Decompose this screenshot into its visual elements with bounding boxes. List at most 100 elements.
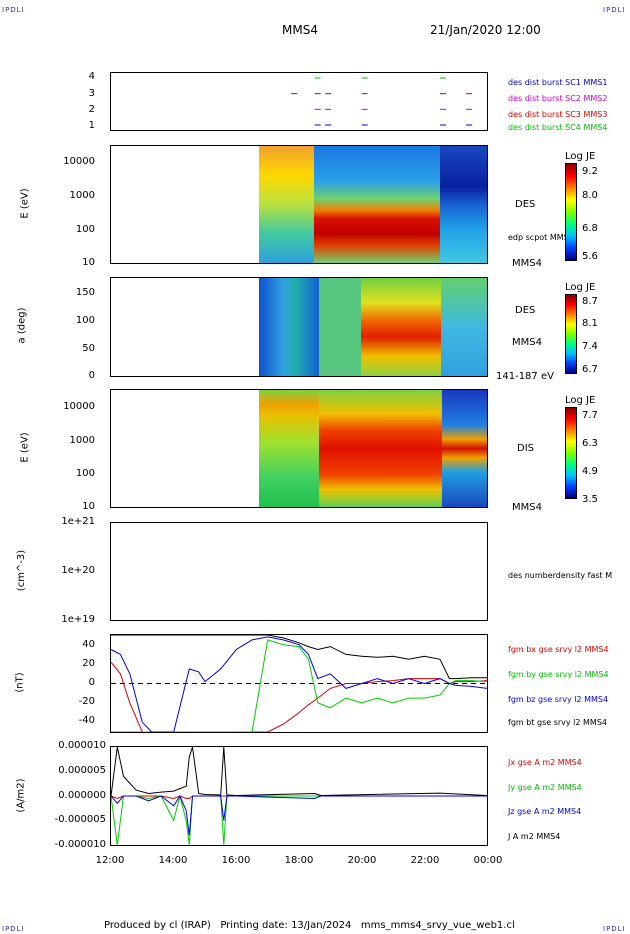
dis-energy-colorbar-tick: 3.5 bbox=[582, 494, 598, 505]
current-panel bbox=[110, 746, 488, 846]
burst-legend-mms4: des dist burst SC4 MMS4 bbox=[508, 123, 608, 132]
current-ytick: 0.000010 bbox=[58, 740, 106, 751]
des-pitch-ytick: 0 bbox=[88, 370, 95, 381]
des-energy-colorbar-tick: 6.8 bbox=[582, 223, 598, 234]
dis-energy-block bbox=[442, 390, 487, 507]
spacecraft-title: MMS4 bbox=[282, 23, 318, 37]
footer-credit: Produced by cl (IRAP) Printing date: 13/… bbox=[104, 920, 515, 931]
x-tick: 18:00 bbox=[284, 855, 314, 866]
des-pitch-colorbar bbox=[565, 294, 577, 374]
corner-label-bottom-left: IPDLI bbox=[2, 925, 25, 933]
density-plot bbox=[111, 523, 487, 620]
des-pitch-block bbox=[361, 278, 441, 376]
des-pitch-ytick: 100 bbox=[75, 315, 95, 326]
des-energy-panel bbox=[110, 145, 488, 264]
des-pitch-ylabel: a (deg) bbox=[16, 307, 28, 344]
current-ytick: -0.000010 bbox=[54, 839, 106, 850]
dis-energy-species: DIS bbox=[517, 443, 534, 454]
des-energy-block bbox=[314, 146, 440, 263]
des-energy-species: DES bbox=[515, 199, 536, 210]
burst-legend-mms3: des dist burst SC3 MMS3 bbox=[508, 110, 608, 119]
current-plot bbox=[111, 747, 487, 845]
des-energy-spectrogram bbox=[259, 146, 487, 263]
des-pitch-species: DES bbox=[515, 305, 536, 316]
des-pitch-ytick: 150 bbox=[75, 287, 95, 298]
des-pitch-colorbar-tick: 8.7 bbox=[582, 296, 598, 307]
dis-energy-spectrogram bbox=[259, 390, 487, 507]
burst-ytick: 2 bbox=[88, 104, 95, 115]
des-energy-block bbox=[259, 146, 314, 263]
des-pitch-sc-label: MMS4 bbox=[512, 337, 542, 348]
corner-label-top-left: IPDLI bbox=[2, 6, 25, 14]
magnetic-ytick: 0 bbox=[88, 677, 95, 688]
des-energy-colorbar-tick: 9.2 bbox=[582, 166, 598, 177]
magnetic-ytick: -40 bbox=[78, 715, 95, 726]
series-line bbox=[111, 794, 487, 836]
series-line bbox=[111, 795, 487, 845]
dis-energy-block bbox=[319, 390, 442, 507]
density-panel bbox=[110, 522, 488, 621]
des-pitch-colorbar-tick: 6.7 bbox=[582, 364, 598, 375]
density-ytick: 1e+19 bbox=[61, 614, 95, 625]
series-line bbox=[111, 635, 487, 680]
des-energy-ytick: 10000 bbox=[63, 156, 95, 167]
dis-energy-colorbar-tick: 4.9 bbox=[582, 466, 598, 477]
density-legend: des numberdensity fast M bbox=[508, 571, 613, 580]
current-ytick: -0.000005 bbox=[54, 814, 106, 825]
current-legend-jy: Jy gse A m2 MMS4 bbox=[508, 783, 582, 792]
magnetic-legend-by: fgm by gse srvy l2 MMS4 bbox=[508, 670, 609, 679]
des-pitch-colorbar-tick: 8.1 bbox=[582, 318, 598, 329]
density-ylabel: (cm^-3) bbox=[16, 549, 28, 592]
datetime-title: 21/Jan/2020 12:00 bbox=[430, 23, 541, 37]
burst-panel bbox=[110, 72, 488, 131]
des-energy-ytick: 10 bbox=[82, 257, 95, 268]
des-pitch-block bbox=[441, 278, 487, 376]
dis-energy-colorbar-title: Log JE bbox=[565, 395, 596, 406]
des-energy-ylabel: E (eV) bbox=[19, 188, 31, 219]
dis-energy-sc-label: MMS4 bbox=[512, 502, 542, 513]
current-legend-j: J A m2 MMS4 bbox=[508, 832, 561, 841]
corner-label-top-right: IPDLI bbox=[603, 6, 626, 14]
x-tick: 20:00 bbox=[347, 855, 377, 866]
magnetic-legend-bx: fgm bx gse srvy l2 MMS4 bbox=[508, 645, 609, 654]
burst-legend-mms2: des dist burst SC2 MMS2 bbox=[508, 94, 608, 103]
x-tick: 16:00 bbox=[221, 855, 251, 866]
series-line bbox=[111, 639, 487, 732]
dis-energy-ytick: 10000 bbox=[63, 401, 95, 412]
dis-energy-block bbox=[259, 390, 319, 507]
magnetic-ytick: -20 bbox=[78, 696, 95, 707]
dis-energy-panel bbox=[110, 389, 488, 508]
magnetic-panel bbox=[110, 634, 488, 733]
burst-ytick: 4 bbox=[88, 71, 95, 82]
dis-energy-ytick: 10 bbox=[82, 501, 95, 512]
current-legend-jz: Jz gse A m2 MMS4 bbox=[508, 807, 582, 816]
des-pitch-colorbar-title: Log JE bbox=[565, 282, 596, 293]
dis-energy-ylabel: E (eV) bbox=[19, 432, 31, 463]
current-ylabel: (A/m2) bbox=[15, 778, 27, 813]
x-tick: 00:00 bbox=[473, 855, 503, 866]
burst-plot bbox=[291, 77, 473, 126]
magnetic-ytick: 40 bbox=[82, 639, 95, 650]
des-pitch-range-label: 141-187 eV bbox=[496, 371, 554, 382]
current-ytick: 0.000005 bbox=[58, 765, 106, 776]
magnetic-legend-bz: fgm bz gse srvy l2 MMS4 bbox=[508, 695, 609, 704]
des-pitch-block bbox=[319, 278, 361, 376]
x-tick: 12:00 bbox=[95, 855, 125, 866]
magnetic-ytick: 20 bbox=[82, 658, 95, 669]
x-tick: 22:00 bbox=[410, 855, 440, 866]
des-pitch-spectrogram bbox=[259, 278, 487, 376]
des-energy-colorbar bbox=[565, 163, 577, 261]
dis-energy-ytick: 1000 bbox=[69, 435, 95, 446]
des-pitch-block bbox=[259, 278, 319, 376]
current-legend-jx: Jx gse A m2 MMS4 bbox=[508, 758, 582, 767]
des-energy-scpot-label: edp scpot MMS4 bbox=[508, 233, 574, 242]
density-ytick: 1e+20 bbox=[61, 565, 95, 576]
density-ytick: 1e+21 bbox=[61, 516, 95, 527]
magnetic-ylabel: (nT) bbox=[14, 672, 26, 693]
burst-ytick: 3 bbox=[88, 88, 95, 99]
current-ytick: 0.000000 bbox=[58, 790, 106, 801]
dis-energy-colorbar-tick: 7.7 bbox=[582, 410, 598, 421]
des-energy-ytick: 100 bbox=[75, 224, 95, 235]
magnetic-plot bbox=[111, 635, 487, 732]
des-pitch-panel bbox=[110, 277, 488, 377]
